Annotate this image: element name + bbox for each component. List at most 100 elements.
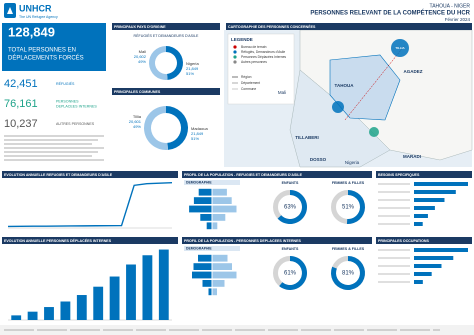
pyramid-bar xyxy=(212,222,218,230)
hbar xyxy=(414,272,432,276)
sub-title: DEMOGRAPHIE xyxy=(186,246,212,250)
map-label: Nigeria xyxy=(345,160,360,165)
legend-label: Autres personnes xyxy=(241,60,267,64)
pyramid-bar xyxy=(206,222,212,230)
section-title: PRINCIPAUX PAYS D'ORIGINE xyxy=(114,25,166,29)
pyramid-bar xyxy=(202,280,212,287)
slice-percent: 49% xyxy=(138,59,146,64)
pyramid-bar xyxy=(212,254,228,262)
bar xyxy=(44,307,54,320)
slice-label: Madaoua xyxy=(191,126,208,131)
pyramid-bar xyxy=(200,214,212,221)
map-label: Mali xyxy=(278,90,286,95)
map-label: MARADI xyxy=(403,154,421,159)
donut-value xyxy=(331,256,365,290)
logo-text: UNHCR xyxy=(19,3,52,13)
map-bubble xyxy=(369,127,379,137)
hbar xyxy=(414,190,456,194)
donut-value xyxy=(279,256,307,291)
bar xyxy=(27,311,38,320)
sub-title: DEMOGRAPHIE xyxy=(186,180,212,184)
kpi-value: 42,451 xyxy=(4,78,38,90)
legend-icon xyxy=(233,45,237,49)
pyramid-bar xyxy=(212,188,227,196)
map-route xyxy=(344,44,406,121)
pyramid-bar xyxy=(212,288,217,296)
legend-label: Personnes Déplacées Internes xyxy=(241,55,286,59)
sub-header xyxy=(184,180,240,185)
section-title: PRINCIPALES OCCUPATIONS xyxy=(378,239,430,243)
slice-value: 20,602 xyxy=(134,54,147,59)
hbar xyxy=(414,256,454,260)
chart-subtitle: RÉFUGIÉS ET DEMANDEURS D'ASILE xyxy=(134,33,200,38)
pyramid-bar xyxy=(189,205,212,213)
pie-slice xyxy=(166,46,183,80)
hbar xyxy=(414,248,468,252)
donut-title: FEMMES & FILLES xyxy=(332,181,365,185)
bar xyxy=(158,249,169,320)
slice-label: Mali xyxy=(139,49,146,54)
slice-label: Tillia xyxy=(133,114,142,119)
bar xyxy=(11,315,22,320)
section-header xyxy=(182,237,372,244)
kpi-label: DÉPLACEMENTS FORCÉS xyxy=(8,55,84,62)
legend-label: Région xyxy=(241,75,252,79)
location: TAHOUA - NIGER xyxy=(430,3,471,9)
hbar xyxy=(414,182,468,186)
slice-label: Nigeria xyxy=(186,61,199,66)
legend-title: LEGENDE xyxy=(231,37,253,42)
section-title: CARTOGRAPHIE DES PERSONNES CONCERNÉES xyxy=(228,24,316,29)
section-header xyxy=(112,23,220,30)
logo-subtitle: The UN Refugee Agency xyxy=(19,15,58,19)
bar xyxy=(76,295,87,320)
hbar xyxy=(414,206,435,210)
pie-slice xyxy=(148,46,168,80)
legend-icon xyxy=(233,50,237,54)
legend-icon xyxy=(233,60,237,64)
legend-label: Réfugiés, Demandeurs d'Asile xyxy=(241,50,285,54)
donut-label: 63% xyxy=(284,205,297,211)
donut-title: FEMMES & FILLES xyxy=(332,247,365,251)
pyramid-bar xyxy=(212,263,232,270)
pie-slice xyxy=(144,106,169,150)
bar xyxy=(142,255,153,320)
donut-title: ENFANTS xyxy=(282,181,299,185)
section-title: BESOINS SPECIFIQUES xyxy=(378,173,420,177)
sub-header xyxy=(184,246,240,251)
donut-title: ENFANTS xyxy=(282,247,299,251)
legend-box xyxy=(227,33,295,105)
pyramid-bar xyxy=(212,280,225,287)
kpi-value: 128,849 xyxy=(8,24,55,39)
section-header xyxy=(182,171,372,178)
hbar xyxy=(414,198,445,202)
hbar xyxy=(414,222,423,226)
map-label: TAHOUA xyxy=(335,83,355,88)
legend-label: Bureau de terrain xyxy=(241,45,267,49)
map-tahoua xyxy=(329,54,401,121)
hbar xyxy=(414,264,442,268)
line-series xyxy=(7,182,173,228)
map-label: DOSSO xyxy=(310,157,327,162)
pyramid-bar xyxy=(212,205,237,213)
section-title: PROFIL DE LA POPULATION - REFUGIES ET DE… xyxy=(184,173,303,177)
legend-label: Département xyxy=(241,81,260,85)
kpi-value: 76,161 xyxy=(4,98,38,110)
pyramid-bar xyxy=(192,271,212,279)
section-header xyxy=(376,237,472,244)
slice-percent: 49% xyxy=(133,124,141,129)
pyramid-bar xyxy=(212,197,232,204)
date: Février 2024 xyxy=(445,17,471,22)
kpi-label: RÉFUGIÉS xyxy=(56,81,75,86)
legend-icon xyxy=(233,55,237,59)
section-title: EVOLUTION ANNUELLE REFUGIES ET DEMANDEUR… xyxy=(4,173,113,177)
section-title: PRINCIPALES COMMUNES xyxy=(114,90,161,94)
slice-value: 21,849 xyxy=(186,66,199,71)
slice-value: 20,601 xyxy=(129,119,142,124)
logo-shape xyxy=(7,7,13,14)
donut-label: 61% xyxy=(284,271,297,277)
map-bubble xyxy=(332,101,344,113)
map-label: AGADEZ xyxy=(404,69,423,74)
section-title: PROFIL DE LA POPULATION - PERSONNES DEPL… xyxy=(184,239,302,243)
kpi-box xyxy=(2,23,106,71)
